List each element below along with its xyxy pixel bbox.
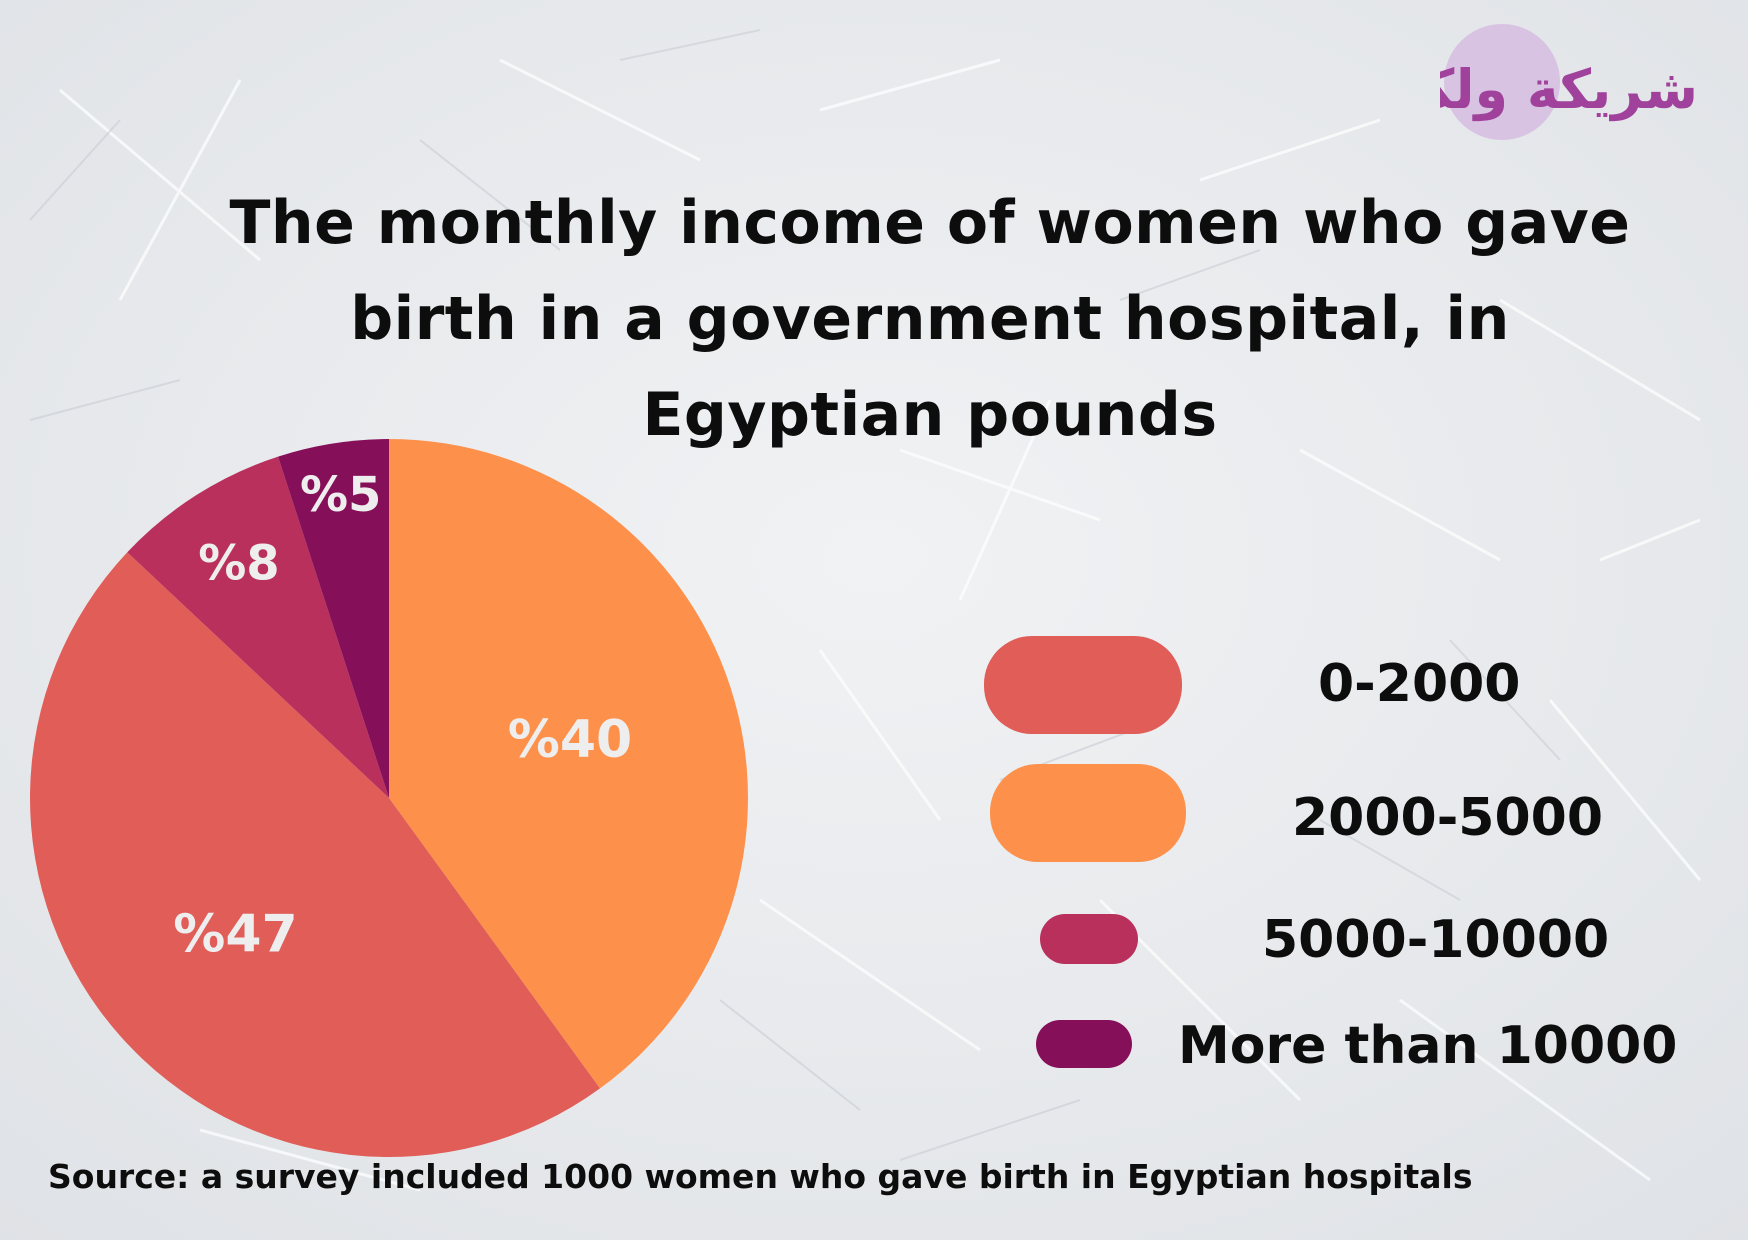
- slice-value-label-2000-5000: %40: [508, 710, 632, 770]
- title-line-3: Egyptian pounds: [642, 380, 1218, 450]
- legend-swatch-0-2000: [984, 636, 1182, 734]
- legend-label-5000-10000: 5000-10000: [1262, 910, 1610, 970]
- slice-value-label-more-than-10000: %5: [300, 467, 382, 523]
- legend-item-0-2000: 0-2000: [980, 636, 1540, 736]
- legend-item-more-than-10000: More than 10000: [980, 1016, 1677, 1120]
- title-line-2: birth in a government hospital, in: [350, 284, 1510, 354]
- pie-slice-5000-10000: [127, 456, 389, 798]
- legend-label-0-2000: 0-2000: [1318, 654, 1521, 714]
- slice-value-label-5000-10000: %8: [198, 536, 280, 592]
- legend-item-2000-5000: 2000-5000: [980, 764, 1604, 864]
- legend-swatch-2000-5000: [990, 764, 1186, 862]
- slice-value-label-0-2000: %47: [173, 904, 297, 964]
- title-line-1: The monthly income of women who gave: [229, 188, 1631, 258]
- source-note: Source: a survey included 1000 women who…: [48, 1157, 1473, 1196]
- legend-item-5000-10000: 5000-10000: [980, 910, 1609, 1010]
- pie-slice-2000-5000: [389, 439, 748, 1089]
- legend-label-2000-5000: 2000-5000: [1292, 788, 1604, 848]
- legend-swatch-5000-10000: [1040, 914, 1138, 964]
- chart-title: The monthly income of women who gave bir…: [220, 175, 1640, 463]
- pie-slice-more-than-10000: [278, 439, 389, 798]
- pie-slice-0-2000: [29, 552, 601, 1158]
- legend-label-more-than-10000: More than 10000: [1178, 1016, 1678, 1076]
- legend-swatch-more-than-10000: [1036, 1020, 1132, 1068]
